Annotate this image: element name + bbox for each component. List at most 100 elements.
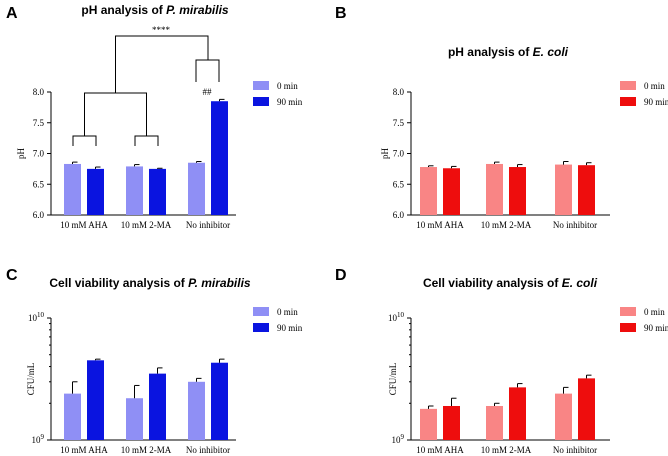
bar: [509, 387, 526, 440]
legend-label: 90 min: [644, 97, 668, 107]
bar: [126, 166, 143, 215]
y-tick-exponent: 9: [41, 433, 45, 441]
panel-letter: A: [6, 5, 18, 22]
bar: [555, 393, 572, 440]
chart-title-text: Cell viability analysis of: [423, 276, 562, 290]
bracket-inhibitors: [84, 92, 147, 136]
legend-label: 0 min: [277, 307, 298, 317]
bar: [149, 373, 166, 440]
x-tick-label: 10 mM 2-MA: [121, 445, 172, 455]
bar: [486, 405, 503, 440]
legend-label: 90 min: [644, 323, 668, 333]
legend-label: 90 min: [277, 97, 303, 107]
y-tick-base: 10: [32, 435, 42, 445]
hash-label: ##: [203, 87, 213, 97]
y-tick-label: 1010: [28, 311, 45, 323]
bar: [87, 168, 104, 215]
x-tick-label: No inhibitor: [553, 220, 597, 230]
bar: [555, 164, 572, 215]
bracket-2ma: [134, 135, 159, 146]
bracket-no-inhibitor: [195, 59, 220, 82]
bar: [509, 167, 526, 215]
y-tick-label: 6.5: [393, 179, 405, 189]
y-tick-label: 1010: [388, 311, 405, 323]
bar: [149, 168, 166, 215]
y-tick-label: 109: [392, 433, 405, 445]
y-tick-label: 8.0: [33, 87, 45, 97]
x-tick-label: 10 mM 2-MA: [121, 220, 172, 230]
panel-b: BpH analysis of E. coli 6.0 6.5 7.0 7.5 8.0 pH…: [335, 5, 668, 230]
legend-swatch: [253, 81, 269, 90]
chart-title-text: pH analysis of: [81, 3, 166, 17]
bar: [188, 162, 205, 215]
legend-swatch: [253, 323, 269, 332]
chart-title-organism: P. mirabilis: [166, 3, 229, 17]
bar: [64, 393, 81, 440]
y-tick-label: 6.0: [33, 210, 45, 220]
bar: [64, 163, 81, 215]
y-tick-label: 7.5: [393, 118, 405, 128]
y-tick-base: 10: [28, 313, 38, 323]
legend-swatch: [620, 97, 636, 106]
x-tick-label: No inhibitor: [553, 445, 597, 455]
bar: [211, 362, 228, 440]
bar: [126, 398, 143, 440]
x-tick-label: 10 mM AHA: [60, 445, 108, 455]
y-axis-label: pH: [380, 148, 390, 160]
bracket-main: [115, 35, 209, 93]
chart-title-organism: E. coli: [562, 276, 598, 290]
legend-swatch: [620, 81, 636, 90]
y-tick-base: 10: [388, 313, 398, 323]
bar: [443, 168, 460, 215]
x-tick-label: 10 mM 2-MA: [481, 220, 532, 230]
legend-label: 90 min: [277, 323, 303, 333]
y-tick-label: 7.5: [33, 118, 45, 128]
y-tick-label: 109: [32, 433, 45, 445]
legend-swatch: [620, 307, 636, 316]
y-tick-exponent: 10: [397, 311, 405, 319]
x-tick-label: 10 mM AHA: [60, 220, 108, 230]
y-tick-label: 7.0: [393, 149, 405, 159]
legend-swatch: [620, 323, 636, 332]
panel-letter: B: [335, 5, 347, 22]
legend-label: 0 min: [644, 81, 665, 91]
bar: [211, 101, 228, 215]
y-tick-label: 6.5: [33, 179, 45, 189]
y-axis-label: CFU/mL: [388, 363, 398, 396]
x-tick-label: No inhibitor: [186, 220, 230, 230]
bar: [578, 165, 595, 215]
legend-swatch: [253, 97, 269, 106]
chart-title: Cell viability analysis of P. mirabilis: [49, 276, 251, 290]
bar: [420, 167, 437, 215]
y-tick-label: 7.0: [33, 149, 45, 159]
chart-title-text: pH analysis of: [448, 45, 533, 59]
y-tick-label: 6.0: [393, 210, 405, 220]
legend-label: 0 min: [644, 307, 665, 317]
y-axis-label: CFU/mL: [26, 363, 36, 396]
bar: [87, 360, 104, 440]
panel-c: C Cell viability analysis of P. mirabilis…: [6, 267, 303, 455]
chart-title: Cell viability analysis of E. coli: [423, 276, 598, 290]
panel-d: D Cell viability analysis of E. coli10910…: [335, 267, 668, 455]
x-tick-label: 10 mM 2-MA: [481, 445, 532, 455]
y-axis-label: pH: [16, 148, 26, 160]
x-tick-label: 10 mM AHA: [416, 220, 464, 230]
chart-title: pH analysis of E. coli: [448, 45, 569, 59]
bracket-aha: [72, 135, 97, 146]
bar: [188, 381, 205, 440]
y-tick-label: 8.0: [393, 87, 405, 97]
legend-swatch: [253, 307, 269, 316]
panel-letter: D: [335, 267, 347, 284]
chart-title-organism: E. coli: [533, 45, 569, 59]
panel-letter: C: [6, 267, 18, 284]
x-tick-label: 10 mM AHA: [416, 445, 464, 455]
chart-title-text: Cell viability analysis of: [49, 276, 188, 290]
significance-label: ****: [152, 25, 171, 35]
bar: [420, 408, 437, 440]
chart-title-organism: P. mirabilis: [188, 276, 251, 290]
y-tick-exponent: 9: [401, 433, 405, 441]
bar: [486, 163, 503, 215]
bar: [443, 405, 460, 440]
